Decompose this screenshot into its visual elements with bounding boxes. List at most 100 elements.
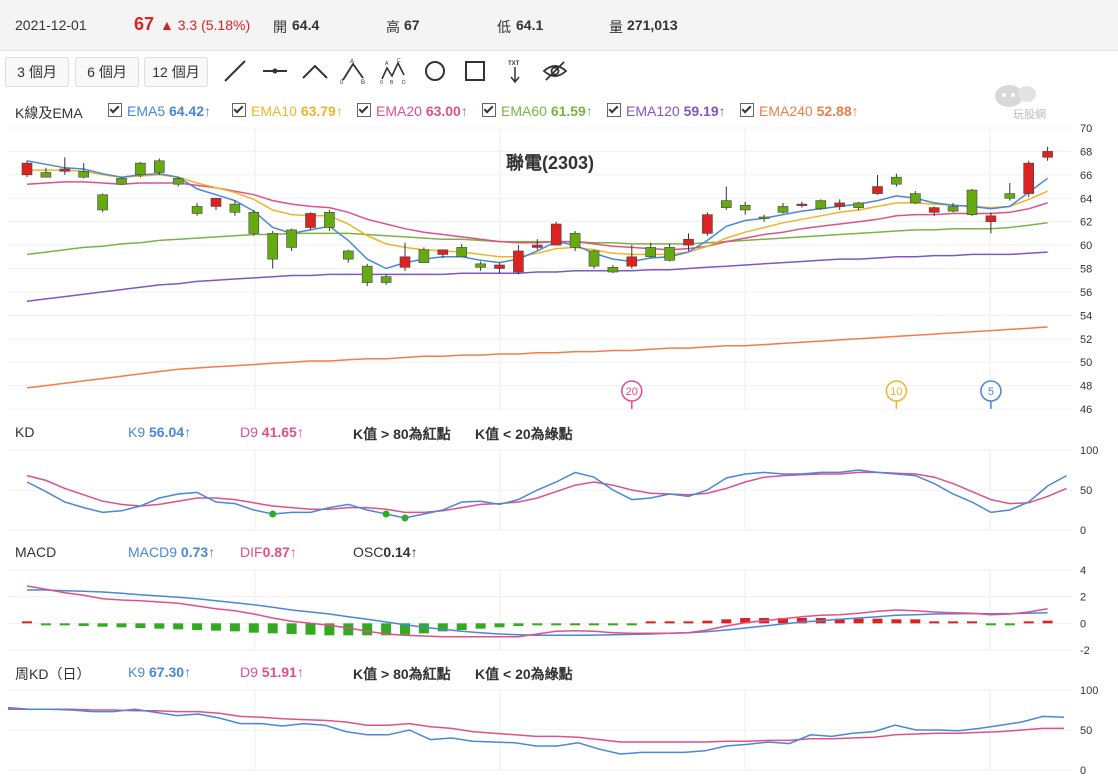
macd-legend-title: MACD: [15, 544, 57, 560]
abc-pattern-tool-icon[interactable]: A 0 B: [340, 58, 366, 84]
candle: [588, 250, 600, 267]
weekly-kd-tick-label: 100: [1080, 685, 1098, 697]
candle: [248, 212, 260, 234]
macd-osc-bar: [589, 623, 599, 626]
dif-line: [26, 585, 1048, 638]
candle: [985, 215, 997, 222]
macd9-value: 0.73: [180, 544, 209, 560]
xabcd-a-label: A: [385, 61, 389, 67]
weekly-kd-legend-title: 周KD（日）: [15, 666, 91, 682]
macd-osc-bar: [135, 623, 146, 628]
kd-legend-title: KD: [15, 424, 35, 440]
candle: [97, 194, 108, 211]
osc-item: OSC0.14↑: [353, 544, 418, 560]
range-3m-button[interactable]: 3 個月: [5, 57, 69, 87]
candle: [683, 238, 694, 246]
ema20-toggle[interactable]: EMA20 63.00↑: [357, 103, 468, 119]
ema5-toggle[interactable]: EMA5 64.42↑: [108, 103, 211, 119]
macd-osc-bar: [551, 623, 562, 626]
candle: [361, 265, 373, 283]
candle: [267, 233, 279, 260]
dif-item: DIF0.87↑: [240, 544, 297, 560]
price-tick-label: 56: [1080, 287, 1092, 299]
candle: [456, 247, 468, 258]
high-value: 67: [404, 17, 420, 33]
kd-tick-label: 50: [1080, 485, 1092, 497]
macd-osc-bar: [664, 621, 675, 624]
kd-k-line: [26, 469, 1067, 519]
line-tool-icon[interactable]: [222, 58, 248, 84]
horizontal-line-tool-icon[interactable]: [262, 58, 288, 84]
angle-tool-icon[interactable]: [302, 58, 328, 84]
macd-tick-label: 4: [1080, 565, 1086, 577]
text-tool-icon[interactable]: TXT: [502, 58, 528, 84]
ema240-label: EMA240: [759, 103, 813, 119]
kline-legend: K線及EMA EMA5 64.42↑ EMA10 63.79↑ EMA20 63…: [0, 100, 1118, 122]
quote-price: 67: [134, 14, 155, 34]
candle: [645, 247, 657, 258]
candle: [324, 212, 335, 228]
price-tick-label: 60: [1080, 240, 1092, 252]
range-12m-button[interactable]: 12 個月: [144, 57, 208, 87]
ema10-toggle[interactable]: EMA10 63.79↑: [232, 103, 343, 119]
macd-osc-bar: [59, 623, 70, 626]
ema20-checkbox[interactable]: [357, 103, 371, 117]
candle: [531, 244, 543, 248]
kd-d-item: D9 41.65↑: [240, 424, 304, 440]
price-tick-label: 70: [1080, 123, 1092, 135]
ema60-value: 61.59: [550, 103, 586, 119]
kd-k-item: K9 56.04↑: [128, 424, 191, 440]
ema5-checkbox[interactable]: [108, 103, 122, 117]
kd-tick-label: 100: [1080, 445, 1098, 457]
rectangle-tool-icon[interactable]: [462, 58, 488, 84]
candle: [853, 202, 864, 208]
abc-b-label: B: [361, 80, 365, 84]
candle: [664, 247, 675, 261]
ema240-checkbox[interactable]: [740, 103, 754, 117]
ema120-checkbox[interactable]: [607, 103, 621, 117]
candle: [928, 207, 940, 213]
candle: [342, 250, 354, 260]
candle: [21, 162, 33, 176]
ema10-checkbox[interactable]: [232, 103, 246, 117]
xabcd-d-label: D: [402, 80, 406, 84]
kd-green-dot: [382, 510, 390, 518]
volume-value: 271,013: [627, 17, 678, 33]
ema10-arrow: ↑: [335, 103, 343, 119]
kd-d-line: [26, 471, 1067, 514]
xabcd-pattern-tool-icon[interactable]: A C 0 B D: [380, 58, 406, 84]
macd-osc-bar: [475, 623, 486, 629]
macd-osc-bar: [853, 618, 864, 624]
circle-tool-icon[interactable]: [422, 58, 448, 84]
low-value: 64.1: [516, 17, 544, 33]
ema120-toggle[interactable]: EMA120 59.19↑: [607, 103, 726, 119]
ema240-toggle[interactable]: EMA240 52.88↑: [740, 103, 859, 119]
macd-osc-bar: [211, 623, 221, 631]
macd-osc-bar: [532, 623, 543, 626]
hide-drawings-icon[interactable]: [542, 58, 568, 84]
abc-a-label: A: [350, 59, 354, 65]
weekly-d-value: 51.91: [261, 664, 297, 680]
ema60-toggle[interactable]: EMA60 61.59↑: [482, 103, 593, 119]
ema-marker: [885, 380, 908, 402]
range-6m-button[interactable]: 6 個月: [75, 57, 139, 87]
low-label: 低: [497, 19, 511, 35]
kd-green-dot: [401, 514, 409, 522]
ema5-value: 64.42: [169, 103, 205, 119]
macd-osc-bar: [872, 618, 883, 624]
weekly-d-line: [8, 708, 1064, 743]
candle: [78, 171, 89, 178]
macd-osc-bar: [929, 621, 940, 624]
osc-value: 0.14: [383, 544, 411, 560]
macd-osc-bar: [570, 623, 581, 626]
kd-tick-label: 0: [1080, 525, 1086, 537]
weekly-k-value: 67.30: [149, 664, 185, 680]
xabcd-c-label: C: [397, 58, 401, 64]
candle: [777, 206, 789, 213]
weekly-k-line: [7, 706, 1065, 755]
ema60-checkbox[interactable]: [482, 103, 496, 117]
text-tool-label: TXT: [508, 61, 520, 67]
osc-arrow: ↑: [410, 544, 418, 560]
macd-osc-bar: [891, 619, 902, 624]
price-tick-label: 58: [1080, 264, 1092, 276]
